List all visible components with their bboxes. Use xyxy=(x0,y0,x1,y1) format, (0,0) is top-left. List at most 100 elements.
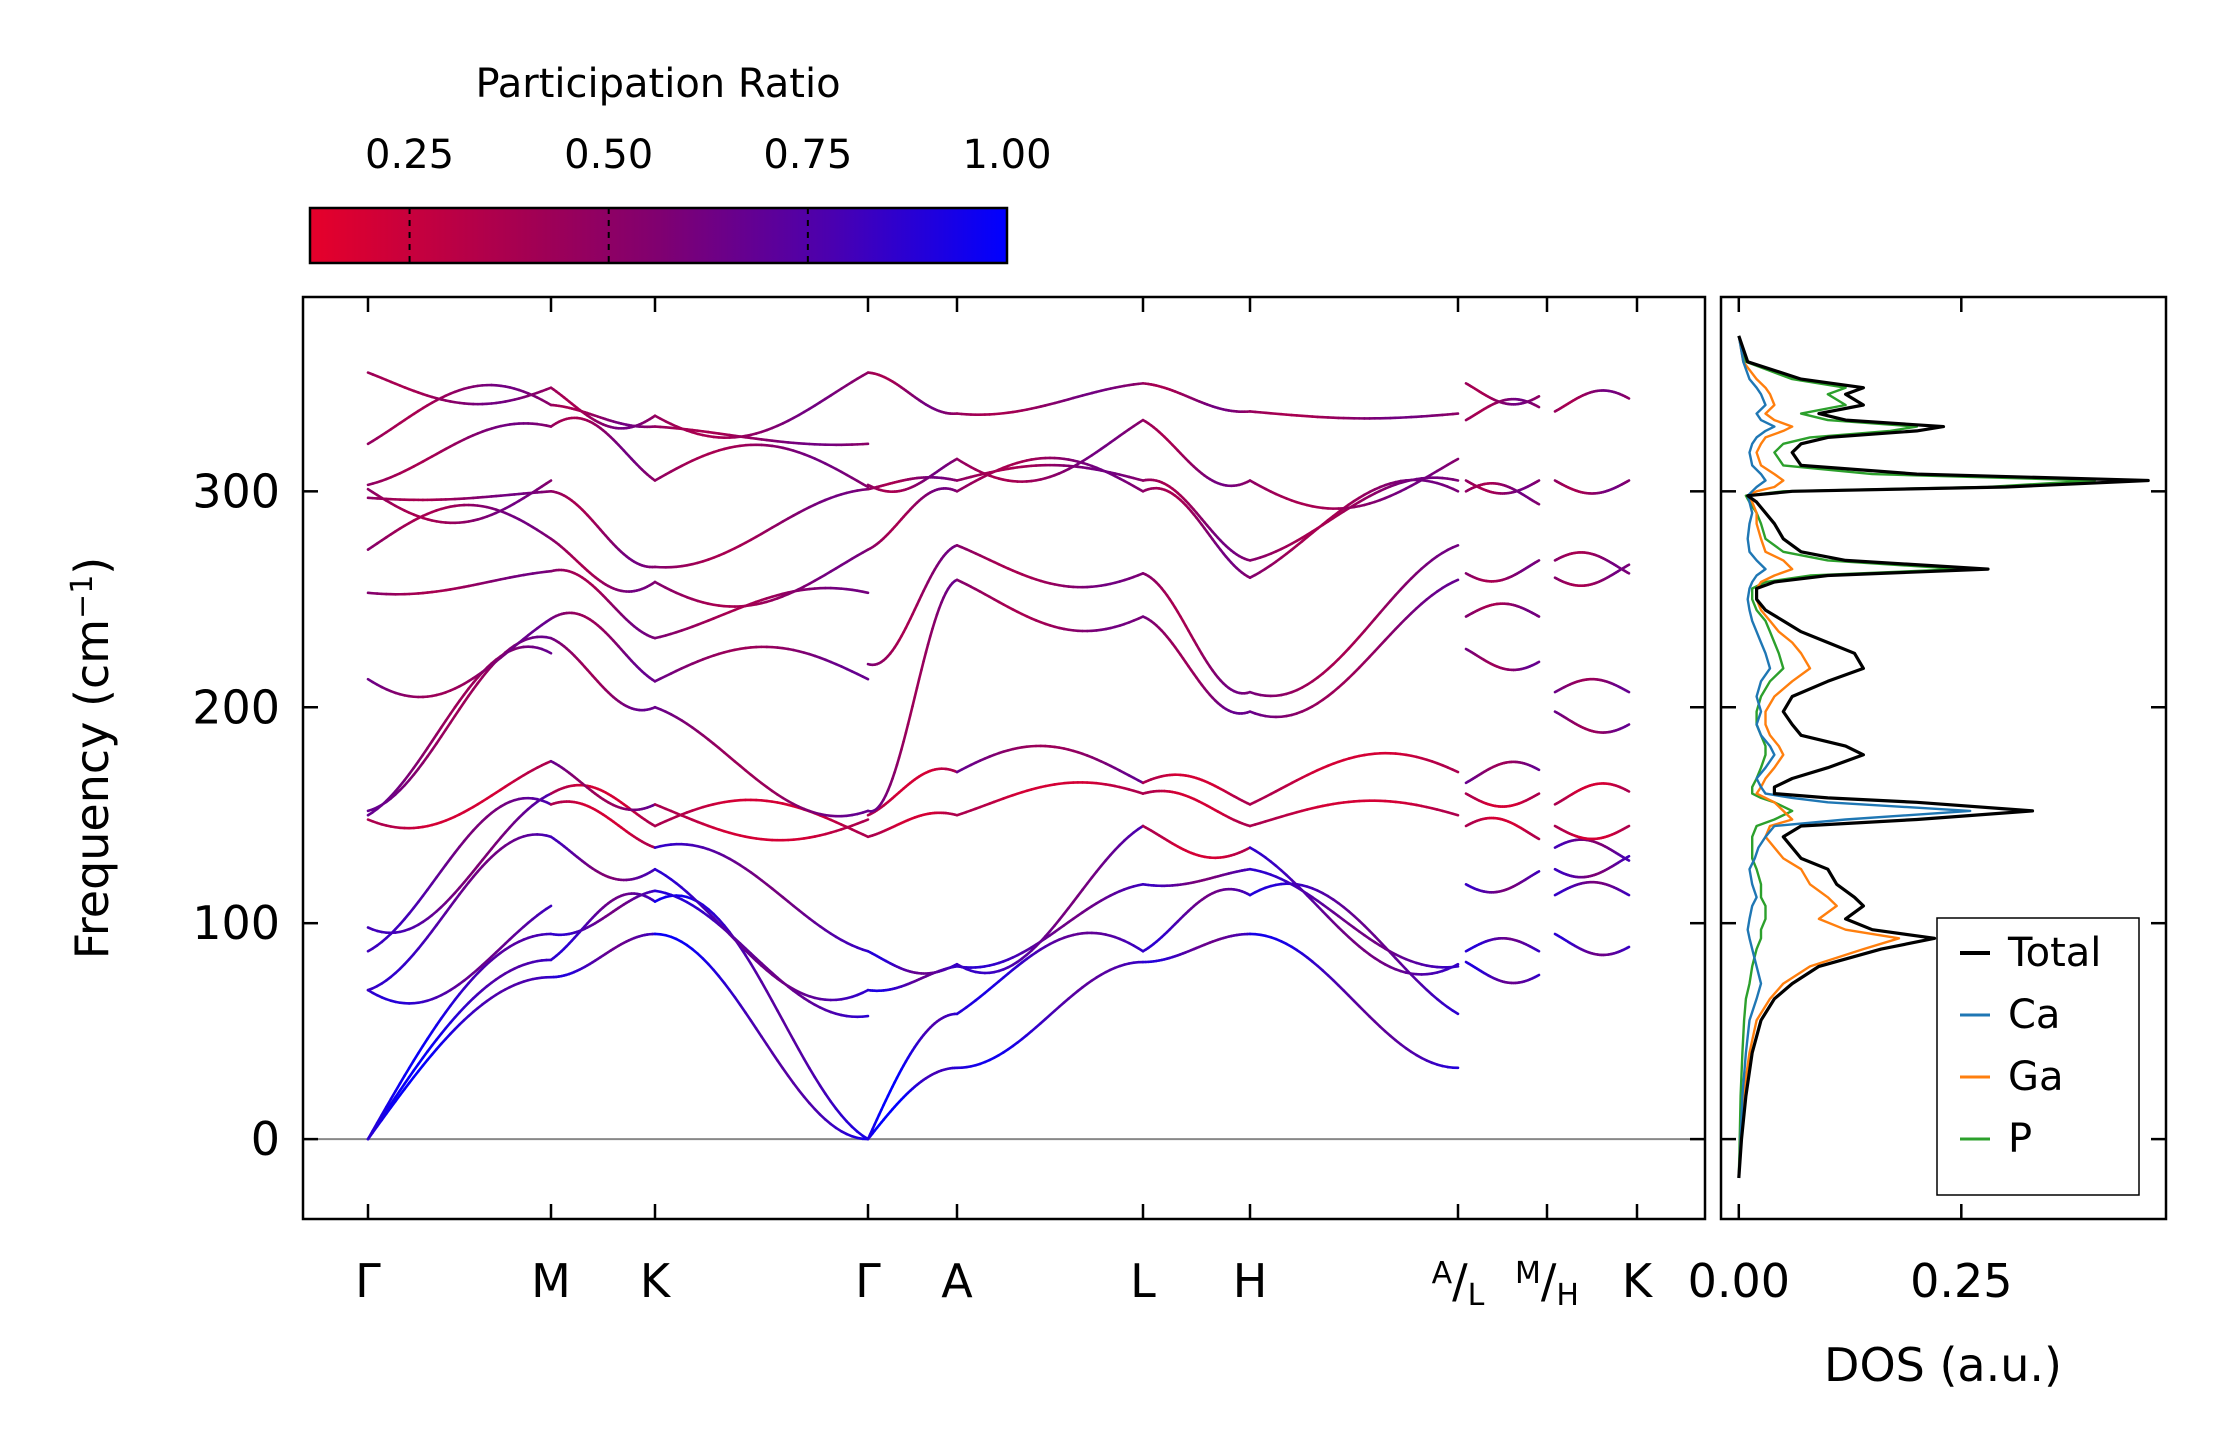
band-line xyxy=(1535,792,1541,796)
band-line xyxy=(738,1003,747,1014)
band-line xyxy=(453,699,461,709)
band-line xyxy=(924,643,930,654)
band-line xyxy=(920,659,925,672)
legend-label: Total xyxy=(2007,930,2101,976)
band-line xyxy=(902,731,908,743)
band-line xyxy=(706,962,715,972)
band-line xyxy=(861,590,870,595)
band-y-ticks: 0 100 200 300 xyxy=(192,464,1705,1166)
band-line xyxy=(1535,836,1541,841)
band-line xyxy=(426,1030,434,1041)
band-line xyxy=(1625,854,1631,859)
band-line xyxy=(1535,395,1541,399)
band-line xyxy=(412,1051,420,1062)
band-line xyxy=(792,1038,801,1051)
band-line xyxy=(770,1051,779,1062)
band-panel: 0 100 200 300 Γ M K Γ A L H A/L M/H K Frequency (cm−… xyxy=(65,295,1707,1313)
band-line xyxy=(458,701,466,711)
legend-label: P xyxy=(2008,1116,2032,1162)
band-line xyxy=(926,634,932,646)
band-line xyxy=(781,1019,790,1032)
band-line xyxy=(797,1088,806,1099)
dos-x-axis-label: DOS (a.u.) xyxy=(1824,1338,2062,1392)
phonon-bands xyxy=(366,371,1631,1141)
band-line xyxy=(1535,559,1541,563)
band-line xyxy=(900,740,905,751)
band-line xyxy=(765,989,774,1003)
band-line xyxy=(922,651,928,663)
band-line xyxy=(834,1107,843,1117)
band-line xyxy=(781,1066,790,1078)
band-line xyxy=(792,1081,801,1092)
band-line xyxy=(1451,457,1460,464)
band-line xyxy=(1368,617,1377,627)
band-line xyxy=(449,714,457,725)
band-line xyxy=(1451,544,1460,549)
band-line xyxy=(412,760,420,770)
colorbar-tick-label: 0.25 xyxy=(365,132,454,178)
kpath-label: K xyxy=(640,1254,672,1308)
dos-series-ca xyxy=(1737,335,1972,1179)
band-line xyxy=(786,1074,795,1085)
band-line xyxy=(398,1074,406,1085)
band-line xyxy=(722,924,731,934)
band-line xyxy=(545,904,553,911)
band-line xyxy=(1535,948,1541,953)
band-line xyxy=(545,649,553,655)
band-y-axis-label: Frequency (cm−1) xyxy=(65,557,119,960)
band-line xyxy=(439,1010,448,1020)
band-line xyxy=(749,962,758,974)
band-line xyxy=(1625,563,1631,568)
band-line xyxy=(1625,571,1631,575)
band-line xyxy=(861,1014,870,1018)
dos-series-ga xyxy=(1737,335,1901,1179)
band-line xyxy=(765,1043,774,1054)
band-line xyxy=(861,675,870,681)
band-line xyxy=(1535,479,1541,483)
kpath-label: Γ xyxy=(355,1254,381,1308)
dos-ticks: 0.00 0.25 xyxy=(1688,297,2166,1308)
band-line xyxy=(375,1113,384,1125)
kpath-label: A/L xyxy=(1432,1254,1485,1313)
band-line xyxy=(1363,623,1371,633)
band-line xyxy=(906,713,912,726)
band-line xyxy=(1535,767,1541,772)
band-line xyxy=(1451,768,1460,774)
band-line xyxy=(1378,605,1387,615)
band-line xyxy=(913,686,919,699)
band-line xyxy=(1625,689,1631,694)
band-line xyxy=(1535,404,1541,409)
band-line xyxy=(760,980,769,993)
colorbar-tick-label: 1.00 xyxy=(962,132,1051,178)
kpath-label: H xyxy=(1233,1254,1268,1308)
band-line xyxy=(808,1066,817,1079)
band-line xyxy=(829,1100,838,1110)
band-line xyxy=(717,974,726,985)
band-line xyxy=(380,1105,388,1117)
band-line xyxy=(444,721,452,732)
band-line xyxy=(917,668,923,681)
band-line xyxy=(908,704,914,717)
band-line xyxy=(728,988,737,999)
band-line xyxy=(417,753,425,763)
colorbar-ticks: 0.25 0.50 0.75 1.00 xyxy=(365,132,1052,263)
dos-curves xyxy=(1737,335,2150,1179)
band-line xyxy=(407,1069,416,1079)
band-line xyxy=(371,1121,379,1133)
band-line xyxy=(1535,870,1541,874)
band-line xyxy=(1535,501,1541,506)
band-line xyxy=(770,999,779,1012)
band-line xyxy=(380,1109,388,1120)
band-line xyxy=(786,1028,795,1042)
colorbar-gradient xyxy=(308,206,1009,265)
band-line xyxy=(403,1066,411,1078)
band-line xyxy=(1389,593,1397,603)
band-line xyxy=(1451,962,1460,969)
band-line xyxy=(439,719,448,729)
band-axes-frame xyxy=(301,295,1707,1221)
band-line xyxy=(1451,478,1460,482)
band-line xyxy=(1625,396,1631,400)
band-line xyxy=(897,748,903,759)
band-line xyxy=(435,1017,443,1027)
